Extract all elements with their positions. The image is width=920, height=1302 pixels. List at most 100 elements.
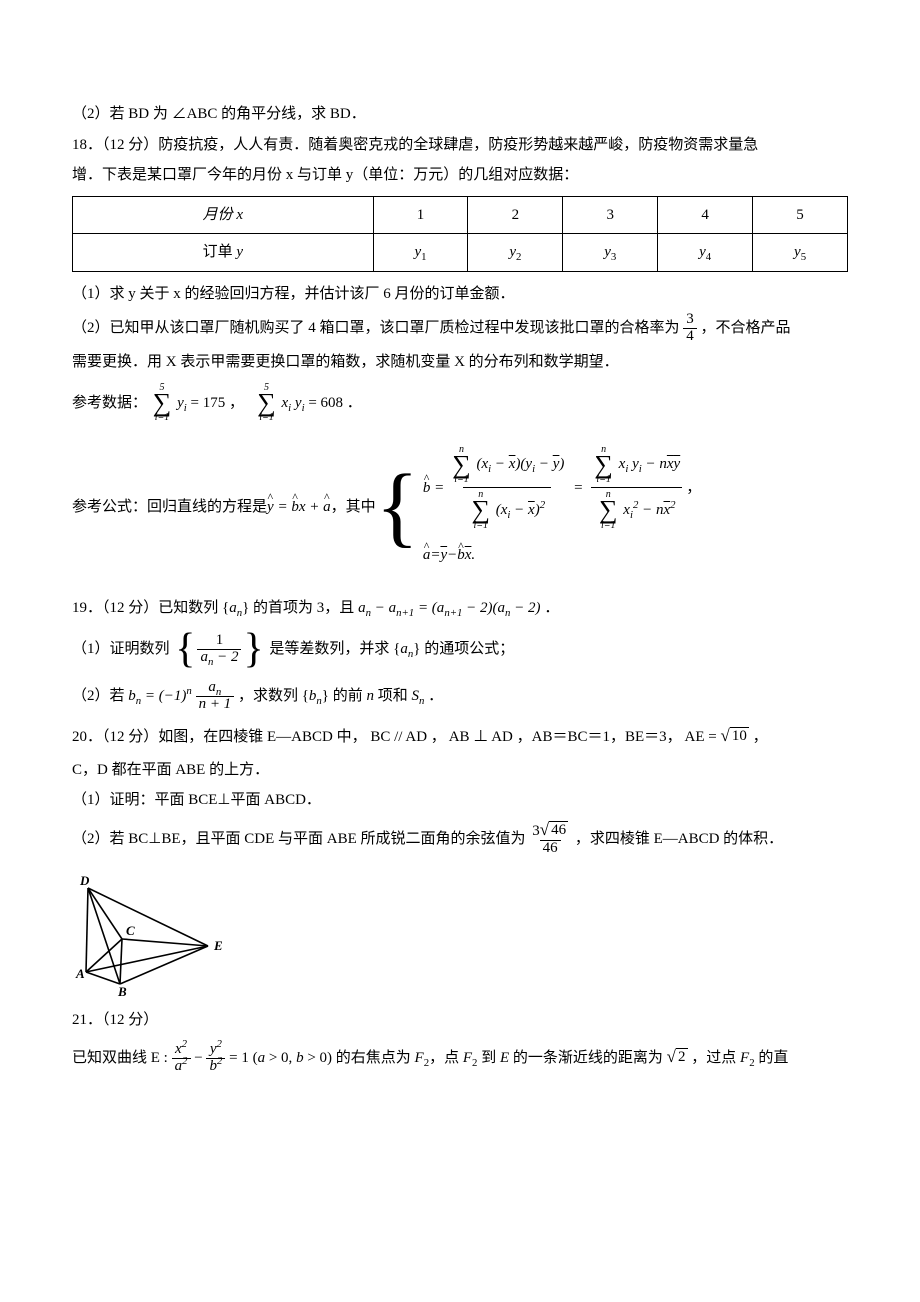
q20-intro-line2: C，D 都在平面 ABE 的上方． xyxy=(72,756,848,785)
numerator: 3√46 xyxy=(529,821,571,840)
frac-an-np1: an n + 1 xyxy=(196,680,235,713)
col-header-1: 1 xyxy=(373,196,468,234)
left-brace-icon: { xyxy=(376,445,419,570)
ahat-line: a = y − bx. xyxy=(423,541,701,570)
text: ，其中 xyxy=(331,493,376,522)
svg-text:D: D xyxy=(79,876,90,888)
label: 参考数据： xyxy=(72,395,147,411)
q17-part2: （2）若 BD 为 ∠ABC 的角平分线，求 BD． xyxy=(72,100,848,129)
text: （1）求 y 关于 x 的经验回归方程，并估计该厂 6 月份的订单金额． xyxy=(72,286,515,302)
svg-text:C: C xyxy=(126,923,135,938)
denominator: 4 xyxy=(683,328,697,345)
col-header-4: 4 xyxy=(658,196,753,234)
q18-ref-formula: 参考公式：回归直线的方程是 y = bx + a ，其中 { b = n∑i=1… xyxy=(72,437,848,578)
text: （1）证明数列 xyxy=(72,641,173,657)
col-header-5: 5 xyxy=(753,196,848,234)
text: （2）已知甲从该口罩厂随机购买了 4 箱口罩，该口罩厂质检过程中发现该批口罩的合… xyxy=(72,320,680,336)
brace-system: { b = n∑i=1 (xi − x)(yi − y) n∑i=1 (xi −… xyxy=(376,445,702,570)
denominator: an − 2 xyxy=(197,649,241,666)
row-header-y: 订单 y xyxy=(73,234,374,272)
text: （2）若 BC⊥BE，且平面 CDE 与平面 ABE 所成锐二面角的余弦值为 xyxy=(72,831,529,847)
hyp-frac-x: x2 a2 xyxy=(172,1042,191,1075)
text: 18．（12 分）防疫抗疫，人人有责．随着奥密克戎的全球肆虐，防疫形势越来越严峻… xyxy=(72,137,758,153)
comma: ， xyxy=(686,474,701,503)
denominator: 46 xyxy=(540,840,561,857)
col-header-2: 2 xyxy=(468,196,563,234)
text: （1）证明：平面 BCE⊥平面 ABCD． xyxy=(72,792,321,808)
text: C，D 都在平面 ABE 的上方． xyxy=(72,762,269,778)
frac-3-4: 3 4 xyxy=(683,312,697,345)
denominator: a2 xyxy=(172,1058,191,1075)
q18-intro-line1: 18．（12 分）防疫抗疫，人人有责．随着奥密克戎的全球肆虐，防疫形势越来越严峻… xyxy=(72,131,848,160)
cos-frac: 3√46 46 xyxy=(529,821,571,857)
numerator: 3 xyxy=(683,312,697,328)
sqrt-2: √2 xyxy=(667,1048,688,1066)
q20-figure: A B C D E xyxy=(72,876,222,996)
col-header-3: 3 xyxy=(563,196,658,234)
q20-part2: （2）若 BC⊥BE，且平面 CDE 与平面 ABE 所成锐二面角的余弦值为 3… xyxy=(72,817,848,862)
svg-text:B: B xyxy=(117,984,127,996)
q21-head: 21．（12 分） xyxy=(72,1006,848,1035)
hyp-frac-y: y2 b2 xyxy=(206,1042,225,1075)
sigma-icon: ∑ xyxy=(153,393,172,414)
text: （2）若 bn = (−1)n xyxy=(72,688,196,704)
sigma-icon: ∑ xyxy=(257,393,276,414)
q19-part2: （2）若 bn = (−1)n an n + 1 ，求数列 {bn} 的前 n … xyxy=(72,674,848,719)
lower: i=1 xyxy=(259,413,274,423)
q18-ref-data: 参考数据： 5 ∑ i=1 yi = 175 ， 5 ∑ i=1 xi yi =… xyxy=(72,379,848,427)
text: 20．（12 分）如图，在四棱锥 E—ABCD 中， BC // AD ， AB… xyxy=(72,729,721,745)
q18-data-table: 月份 x 1 2 3 4 5 订单 y y1 y2 y3 y4 y5 xyxy=(72,196,848,272)
sum-body: xi yi xyxy=(282,395,305,411)
svg-text:E: E xyxy=(213,938,222,953)
text: 需要更换．用 X 表示甲需要更换口罩的箱数，求随机变量 X 的分布列和数学期望． xyxy=(72,354,619,370)
bhat-line: b = n∑i=1 (xi − x)(yi − y) n∑i=1 (xi − x… xyxy=(423,445,701,532)
table-row: 月份 x 1 2 3 4 5 xyxy=(73,196,848,234)
col-header-x: 月份 x xyxy=(73,196,374,234)
cell-y2: y2 xyxy=(468,234,563,272)
eq: = 608 ． xyxy=(308,395,361,411)
svg-text:A: A xyxy=(75,966,85,981)
sum-xiyi: 5 ∑ i=1 xyxy=(257,383,276,424)
bhat-frac1: n∑i=1 (xi − x)(yi − y) n∑i=1 (xi − x)2 xyxy=(444,445,570,532)
cell-y3: y3 xyxy=(563,234,658,272)
text: ，不合格产品 xyxy=(701,320,791,336)
text: 21．（12 分） xyxy=(72,1012,158,1028)
bhat-frac2: n∑i=1 xi yi − nxy n∑i=1 xi2 − nx2 xyxy=(586,445,686,532)
text: ， xyxy=(753,729,768,745)
sum-body: yi xyxy=(177,395,187,411)
table-row: 订单 y y1 y2 y3 y4 y5 xyxy=(73,234,848,272)
q19-part1: （1）证明数列 { 1 an − 2 } 是等差数列，并求 {an} 的通项公式… xyxy=(72,627,848,672)
text: ，求数列 {bn} 的前 n 项和 Sn ． xyxy=(238,688,443,704)
minus: − xyxy=(194,1050,206,1066)
cell-y4: y4 xyxy=(658,234,753,272)
text: 19．（12 分）已知数列 {an} 的首项为 3，且 an − an+1 = … xyxy=(72,600,559,616)
q20-intro-line1: 20．（12 分）如图，在四棱锥 E—ABCD 中， BC // AD ， AB… xyxy=(72,721,848,754)
eq: = 175 ， xyxy=(190,395,243,411)
q18-part2-line2: 需要更换．用 X 表示甲需要更换口罩的箱数，求随机变量 X 的分布列和数学期望． xyxy=(72,348,848,377)
text: 是等差数列，并求 {an} 的通项公式； xyxy=(269,641,514,657)
text: 已知双曲线 E : xyxy=(72,1050,172,1066)
q19-intro: 19．（12 分）已知数列 {an} 的首项为 3，且 an − an+1 = … xyxy=(72,592,848,625)
numerator: an xyxy=(205,680,224,696)
cell-y1: y1 xyxy=(373,234,468,272)
q18-part1: （1）求 y 关于 x 的经验回归方程，并估计该厂 6 月份的订单金额． xyxy=(72,280,848,309)
set-frac: { 1 an − 2 } xyxy=(173,628,265,670)
text: （2）若 BD 为 ∠ABC 的角平分线，求 BD． xyxy=(72,106,366,122)
q18-part2-line1: （2）已知甲从该口罩厂随机购买了 4 箱口罩，该口罩厂质检过程中发现该批口罩的合… xyxy=(72,310,848,346)
label: 参考公式：回归直线的方程是 xyxy=(72,493,267,522)
regression-eq: y = bx + a xyxy=(267,493,331,522)
numerator: 1 xyxy=(213,633,227,649)
q21-body: 已知双曲线 E : x2 a2 − y2 b2 = 1 (a > 0, b > … xyxy=(72,1036,848,1081)
text: = 1 (a > 0, b > 0) 的右焦点为 F2，点 F2 到 E 的一条… xyxy=(229,1050,667,1066)
q18-intro-line2: 增．下表是某口罩厂今年的月份 x 与订单 y（单位：万元）的几组对应数据： xyxy=(72,161,848,190)
text: ，求四棱锥 E—ABCD 的体积． xyxy=(575,831,783,847)
denominator: n + 1 xyxy=(196,696,235,713)
sum-yi: 5 ∑ i=1 xyxy=(153,383,172,424)
sqrt-10: √10 xyxy=(721,727,749,745)
text: 增．下表是某口罩厂今年的月份 x 与订单 y（单位：万元）的几组对应数据： xyxy=(72,167,578,183)
denominator: b2 xyxy=(206,1058,225,1075)
lower: i=1 xyxy=(155,413,170,423)
cell-y5: y5 xyxy=(753,234,848,272)
q20-part1: （1）证明：平面 BCE⊥平面 ABCD． xyxy=(72,786,848,815)
text: ，过点 F2 的直 xyxy=(691,1050,788,1066)
